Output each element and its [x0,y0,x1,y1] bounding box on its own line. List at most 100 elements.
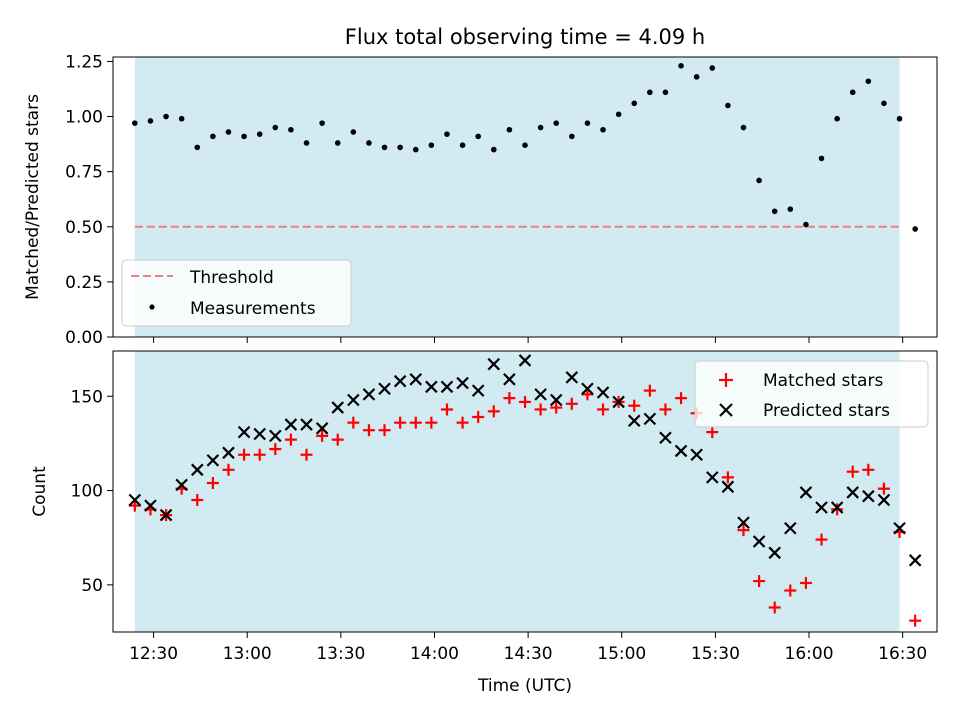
bottom-legend-box [694,360,929,428]
legend-measurements-swatch [149,304,155,310]
predicted-stars-point [737,516,750,529]
matched-stars-point [831,503,844,516]
measurement-point [553,120,560,126]
predicted-stars-point [487,357,501,371]
matched-stars-point [534,403,547,416]
top-y-axis-label: Matched/Predicted stars [23,94,43,300]
matched-stars-point [394,416,407,429]
matched-stars-point [362,424,375,437]
measurement-point [569,133,575,140]
legend-matched-label: Matched stars [763,371,883,391]
bottom-legend: Matched stars Predicted stars [694,360,929,428]
predicted-stars-point [518,354,532,367]
measurement-point [803,221,809,228]
top-y-tick-label: 0.75 [65,163,103,183]
predicted-stars-point [799,486,813,499]
predicted-stars-point [659,431,672,445]
matched-stars-point [877,482,890,495]
top-legend-box [121,259,352,327]
matched-stars-point [862,463,875,476]
legend-threshold-label: Threshold [189,268,274,288]
predicted-stars-point [534,388,547,401]
x-tick-label: 13:00 [223,644,272,664]
matched-stars-point [550,401,563,414]
matched-stars-point [737,524,750,537]
top-axes-frame [112,56,938,338]
top-x-ticks [153,337,904,343]
measurement-point [241,133,247,140]
matched-stars-point [206,477,219,490]
predicted-stars-point [269,429,282,443]
matched-stars-point [300,448,313,461]
measurement-point [256,131,263,137]
predicted-stars-point [596,386,610,399]
matched-stars-point [565,397,578,410]
measurement-point [537,124,544,131]
bottom-y-tick-label: 150 [71,387,103,407]
matched-stars-point [269,443,282,456]
measurement-point [210,133,216,140]
x-tick-label: 12:30 [129,644,178,664]
predicted-stars-point [206,454,220,467]
predicted-stars-point [362,388,376,401]
measurement-point [896,115,903,122]
predicted-stars-point [456,376,469,390]
predicted-stars-point [581,382,594,395]
measurement-point [475,133,481,140]
measurement-point [678,63,684,69]
matched-stars-point [799,576,812,589]
predicted-stars-point [815,501,828,514]
x-tick-label: 15:00 [597,644,646,664]
measurement-point [412,146,419,153]
matched-stars-point [472,411,485,424]
predicted-stars-point [503,373,516,386]
predicted-stars-point [690,448,703,462]
measurement-point [272,124,279,131]
matched-stars-point [597,403,610,416]
predicted-stars-point [128,493,142,507]
matched-stars-point [503,392,516,405]
measurement-point [350,129,357,135]
matched-stars-point [440,403,453,416]
matched-stars-point [253,448,266,461]
matched-stars-point [846,465,859,478]
matched-stars-point [815,533,828,546]
measurement-point [288,126,294,133]
measurement-point [787,206,794,212]
predicted-stars-point [846,486,860,499]
measurement-point [615,111,622,118]
matched-stars-point [128,499,141,512]
legend-matched-swatch [719,373,733,387]
x-tick-label: 14:30 [504,644,553,664]
measurement-point [334,140,341,146]
measurement-point [693,74,700,80]
x-tick-label: 13:30 [316,644,365,664]
predicted-stars-point [190,463,204,477]
bottom-y-tick-label: 100 [71,482,103,502]
matched-stars-point [706,426,719,439]
measurement-point [319,120,325,126]
measurement-point [709,65,716,71]
measurement-point [194,144,201,151]
measurement-point [163,113,169,120]
legend-predicted-label: Predicted stars [763,401,890,421]
measurement-point [865,78,872,85]
predicted-stars-point [284,418,298,431]
matched-stars-point [284,433,297,446]
legend-predicted-swatch [719,403,733,417]
predicted-stars-point [425,380,438,394]
predicted-stars-point [674,444,688,458]
predicted-stars-point [908,554,922,567]
measurement-point [834,115,840,122]
x-tick-label: 16:00 [785,644,834,664]
matched-stars-point [191,493,204,506]
x-tick-label: 14:00 [410,644,459,664]
x-axis-label: Time (UTC) [477,676,572,696]
matched-stars-point [425,416,438,429]
measurement-point [849,89,856,96]
x-tick-label: 16:30 [878,644,927,664]
predicted-stars-point [830,501,844,514]
measurement-point [725,102,731,109]
